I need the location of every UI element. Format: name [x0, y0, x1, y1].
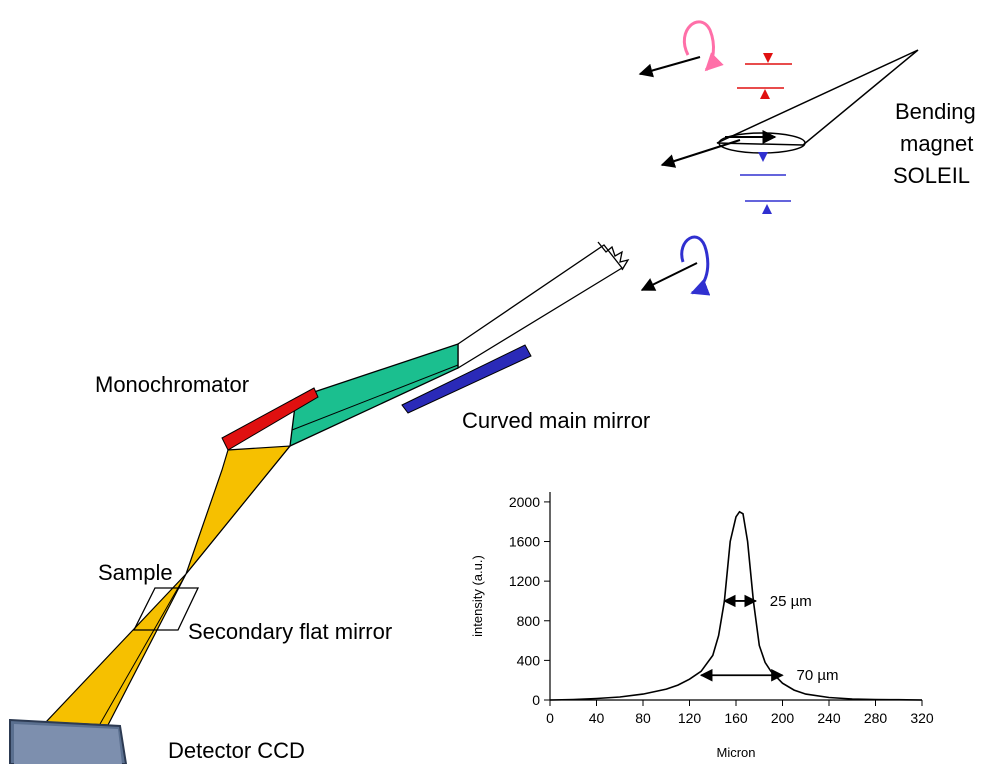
- y-ticks: 0 400 800 1200 1600 2000: [509, 494, 550, 708]
- y-tick-label: 1600: [509, 534, 540, 550]
- blue-arrow-up-icon: [762, 204, 772, 214]
- blue-arrow-down-icon: [758, 152, 768, 162]
- x-ticks: 0 40 80 120 160 200 240 280 320: [546, 700, 934, 726]
- fwhm-annotations: 25 µm 70 µm: [699, 593, 839, 684]
- source-cone: [716, 49, 919, 146]
- fwhm-label: 70 µm: [797, 667, 839, 684]
- y-tick-label: 800: [517, 613, 541, 629]
- x-tick-label: 320: [910, 710, 934, 726]
- y-tick-label: 1200: [509, 573, 540, 589]
- blue-direction-arrow: [640, 262, 698, 291]
- curved-main-mirror-label: Curved main mirror: [462, 408, 650, 433]
- x-tick-label: 160: [724, 710, 748, 726]
- curved-main-mirror: [401, 344, 532, 414]
- detector-ccd: [9, 718, 128, 764]
- blue-rotation-icon: [680, 235, 711, 296]
- sample-label: Sample: [98, 560, 173, 585]
- y-tick-label: 2000: [509, 494, 540, 510]
- detector-face: [14, 724, 122, 764]
- x-tick-label: 280: [864, 710, 888, 726]
- beam-break-jagged: [597, 241, 630, 271]
- detector-label: Detector CCD: [168, 738, 305, 763]
- x-tick-label: 80: [635, 710, 651, 726]
- red-arrow-up-icon: [760, 89, 770, 99]
- yellow-beam-lower: [44, 573, 187, 726]
- bending-magnet-source: Bending magnet SOLEIL: [638, 20, 976, 214]
- yellow-beam-lower-edge: [99, 573, 187, 725]
- pink-direction-arrow: [638, 56, 701, 78]
- monochromator-crystal: [221, 387, 319, 451]
- secondary-flat-mirror: [132, 587, 200, 631]
- x-tick-label: 240: [817, 710, 841, 726]
- red-arrow-down-icon: [763, 53, 773, 63]
- bending-magnet-label-3: SOLEIL: [893, 163, 970, 188]
- secondary-flat-mirror-label: Secondary flat mirror: [188, 619, 392, 644]
- intensity-profile-line: [549, 510, 923, 701]
- bending-magnet-label-1: Bending: [895, 99, 976, 124]
- yellow-beam: [44, 445, 292, 726]
- y-tick-label: 400: [517, 652, 541, 668]
- x-tick-label: 40: [589, 710, 605, 726]
- x-tick-label: 120: [678, 710, 702, 726]
- y-axis-label: intensity (a.u.): [470, 555, 485, 637]
- yellow-beam-edge: [185, 445, 291, 575]
- x-axis-label: Micron: [716, 745, 755, 760]
- green-beam-midline: [291, 364, 459, 431]
- y-tick-label: 0: [532, 692, 540, 708]
- monochromator-label: Monochromator: [95, 372, 249, 397]
- pink-rotation-icon: [682, 20, 724, 72]
- white-beam: [457, 235, 711, 370]
- x-tick-label: 200: [771, 710, 795, 726]
- x-tick-label: 0: [546, 710, 554, 726]
- white-beam-body: [457, 244, 623, 370]
- fwhm-label: 25 µm: [770, 593, 812, 610]
- green-beam: [289, 343, 459, 448]
- source-direction-arrow: [660, 139, 741, 168]
- bending-magnet-label-2: magnet: [900, 131, 973, 156]
- beam-profile-chart: 0 40 80 120 160 200 240 280 320 0 400 800 1200 1600 2…: [470, 492, 934, 760]
